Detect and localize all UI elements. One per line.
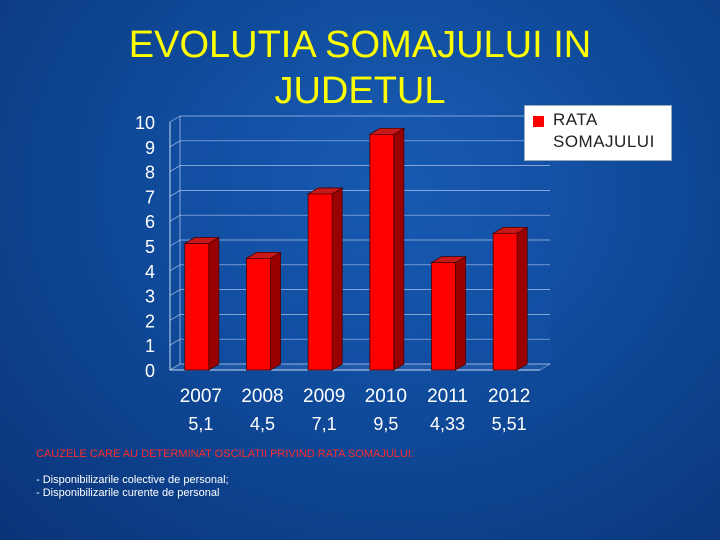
notes-item-2: - Disponibilizarile curente de personal — [36, 487, 220, 499]
y-tick-label: 10 — [135, 113, 155, 133]
value-label: 7,1 — [312, 414, 337, 434]
gridline-side-0 — [169, 363, 181, 371]
bar-side — [331, 187, 343, 371]
value-label: 4,5 — [250, 414, 275, 434]
y-tick-label: 4 — [145, 262, 155, 282]
value-label: 4,33 — [430, 414, 465, 434]
value-label: 5,51 — [492, 414, 527, 434]
bar-side — [393, 127, 405, 371]
chart-legend: RATA SOMAJULUI — [524, 105, 672, 161]
x-tick-label: 2008 — [241, 386, 283, 407]
gridline-side-6 — [169, 214, 181, 222]
gridline-side-10 — [169, 115, 181, 123]
bar-side — [455, 255, 466, 371]
bar-side — [208, 236, 220, 371]
legend-swatch — [533, 116, 544, 127]
legend-label: RATA SOMAJULUI — [553, 110, 655, 151]
y-tick-label: 7 — [145, 187, 155, 207]
x-tick-label: 2009 — [303, 386, 345, 407]
y-tick-label: 2 — [145, 311, 155, 331]
gridline-side-7 — [169, 190, 181, 197]
gridline-side-9 — [169, 140, 181, 148]
gridline-side-4 — [169, 264, 181, 272]
value-label: 5,1 — [188, 414, 213, 434]
y-tick-label: 3 — [145, 287, 155, 307]
bar — [246, 257, 271, 371]
bar — [184, 243, 210, 371]
y-tick-label: 1 — [145, 336, 155, 356]
bar-side — [516, 226, 528, 371]
gridline-side-3 — [169, 289, 181, 296]
x-tick-label: 2011 — [427, 386, 468, 407]
y-tick-label: 0 — [145, 361, 155, 381]
gridline-side-2 — [169, 314, 181, 321]
gridline-side-8 — [169, 165, 181, 172]
notes-heading: CAUZELE CARE AU DETERMINAT OSCILATII PRI… — [36, 448, 414, 460]
y-tick-label: 5 — [145, 237, 155, 257]
x-tick-label: 2012 — [488, 386, 530, 407]
bar — [431, 262, 456, 371]
gridline-side-5 — [169, 239, 181, 247]
y-tick-label: 8 — [145, 163, 155, 183]
bar — [307, 193, 333, 371]
slide-title: EVOLUTIA SOMAJULUI IN JUDETUL — [128, 24, 592, 112]
y-tick-label: 9 — [145, 138, 155, 158]
x-tick-label: 2010 — [365, 386, 407, 407]
x-tick-label: 2007 — [180, 386, 222, 407]
y-tick-label: 6 — [145, 212, 155, 232]
notes-item-1: - Disponibilizarile colective de persona… — [36, 474, 229, 486]
bar-side — [270, 251, 281, 371]
gridline-side-1 — [169, 338, 181, 346]
value-label: 9,5 — [373, 414, 398, 434]
bar — [369, 133, 395, 371]
notes-block: CAUZELE CARE AU DETERMINAT OSCILATII PRI… — [36, 448, 676, 500]
bar — [492, 232, 518, 371]
